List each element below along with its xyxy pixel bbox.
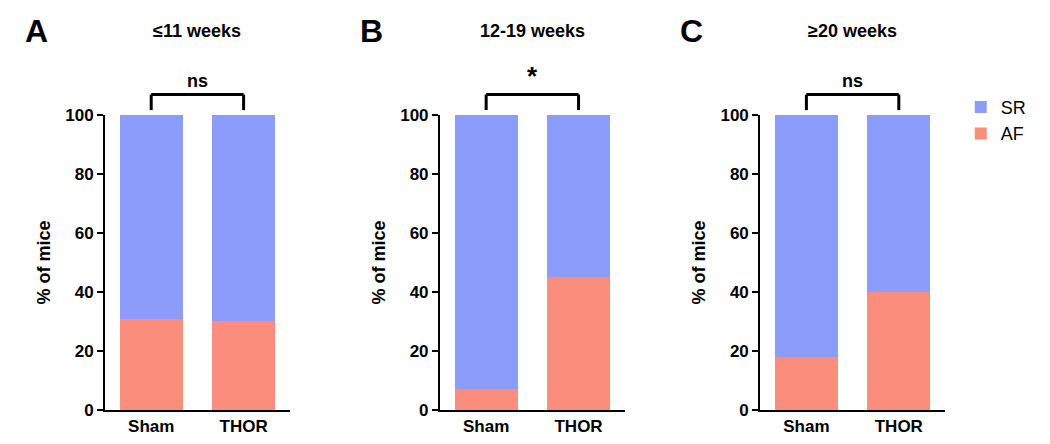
svg-text:A: A	[25, 13, 48, 49]
svg-text:0: 0	[739, 401, 748, 420]
svg-text:THOR: THOR	[875, 417, 923, 436]
svg-text:Sham: Sham	[463, 417, 509, 436]
svg-text:ns: ns	[842, 71, 863, 91]
svg-text:20: 20	[730, 342, 749, 361]
svg-text:SR: SR	[1001, 98, 1026, 118]
svg-text:% of mice: % of mice	[369, 220, 389, 304]
svg-text:Sham: Sham	[128, 417, 174, 436]
svg-text:≥20 weeks: ≥20 weeks	[808, 21, 897, 41]
svg-text:60: 60	[75, 224, 94, 243]
svg-text:100: 100	[65, 106, 93, 125]
svg-text:12-19 weeks: 12-19 weeks	[480, 21, 585, 41]
svg-text:*: *	[527, 61, 538, 91]
svg-text:ns: ns	[187, 71, 208, 91]
svg-text:20: 20	[410, 342, 429, 361]
svg-text:0: 0	[419, 401, 428, 420]
svg-text:THOR: THOR	[554, 417, 602, 436]
svg-text:60: 60	[410, 224, 429, 243]
svg-text:C: C	[680, 13, 703, 49]
svg-text:B: B	[360, 13, 383, 49]
svg-text:THOR: THOR	[220, 417, 268, 436]
svg-text:% of mice: % of mice	[34, 220, 54, 304]
svg-text:Sham: Sham	[783, 417, 829, 436]
svg-text:40: 40	[730, 283, 749, 302]
svg-text:≤11 weeks: ≤11 weeks	[153, 21, 241, 41]
svg-text:40: 40	[75, 283, 94, 302]
svg-text:100: 100	[720, 106, 748, 125]
svg-text:0: 0	[84, 401, 93, 420]
svg-text:100: 100	[400, 106, 428, 125]
svg-text:% of mice: % of mice	[689, 220, 709, 304]
svg-text:60: 60	[730, 224, 749, 243]
svg-text:40: 40	[410, 283, 429, 302]
svg-text:80: 80	[75, 165, 94, 184]
svg-text:80: 80	[730, 165, 749, 184]
svg-text:AF: AF	[1001, 124, 1024, 144]
svg-text:20: 20	[75, 342, 94, 361]
svg-text:80: 80	[410, 165, 429, 184]
